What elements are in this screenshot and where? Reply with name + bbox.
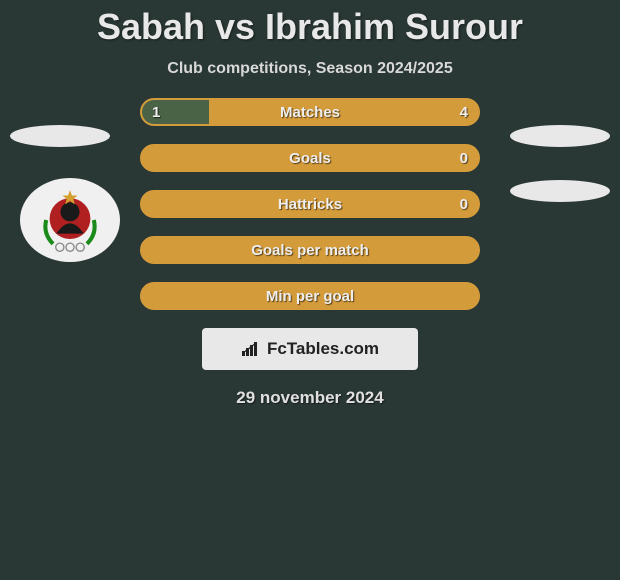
stat-bar: Goals per match — [140, 236, 480, 264]
bar-chart-icon — [241, 341, 261, 357]
team-logo — [20, 178, 120, 262]
player-placeholder-left — [10, 125, 110, 147]
team-crest-icon — [34, 186, 106, 254]
stat-label: Goals per match — [142, 238, 478, 262]
stat-value-right: 4 — [460, 100, 468, 124]
stat-bar: 1 Matches 4 — [140, 98, 480, 126]
stat-label: Goals — [142, 146, 478, 170]
date-label: 29 november 2024 — [0, 388, 620, 408]
stat-value-right: 0 — [460, 146, 468, 170]
stat-value-right: 0 — [460, 192, 468, 216]
stat-label: Min per goal — [142, 284, 478, 308]
comparison-bars: 1 Matches 4 Goals 0 Hattricks 0 Goals pe… — [140, 98, 480, 310]
player-placeholder-right-2 — [510, 180, 610, 202]
player-placeholder-right-1 — [510, 125, 610, 147]
page-title: Sabah vs Ibrahim Surour — [0, 0, 620, 48]
stat-label: Hattricks — [142, 192, 478, 216]
stat-bar: Min per goal — [140, 282, 480, 310]
stat-label: Matches — [142, 100, 478, 124]
stat-bar: Hattricks 0 — [140, 190, 480, 218]
brand-label: FcTables.com — [267, 339, 379, 359]
brand-footer[interactable]: FcTables.com — [202, 328, 418, 370]
stat-bar: Goals 0 — [140, 144, 480, 172]
subtitle: Club competitions, Season 2024/2025 — [0, 60, 620, 78]
